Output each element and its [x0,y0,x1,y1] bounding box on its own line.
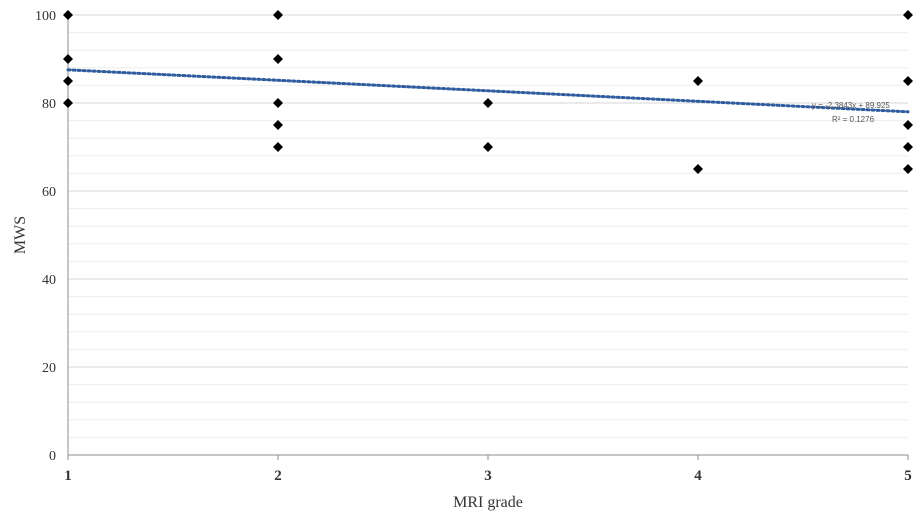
data-point [63,76,73,86]
data-point [483,98,493,108]
minor-gridlines [68,32,908,438]
data-point [903,76,913,86]
data-point [63,98,73,108]
trendline-group [66,68,910,114]
trendline-r-squared: R² = 0.1276 [832,115,875,124]
axes [67,15,909,460]
y-tick-label: 40 [42,273,56,288]
data-point [273,98,283,108]
x-tick-label: 3 [484,468,492,484]
x-tick-labels: 1 2 3 4 5 [64,468,912,484]
data-points [63,10,913,174]
y-tick-label: 80 [42,97,56,112]
trendline [66,68,910,114]
data-point [483,142,493,152]
data-point [273,120,283,130]
data-point [903,164,913,174]
data-point [693,164,703,174]
y-tick-label: 0 [49,449,56,464]
trendline-equation: y = -2.3843x + 89.925 [812,101,890,110]
data-point [63,10,73,20]
data-point [273,10,283,20]
y-tick-label: 100 [35,9,56,24]
x-tick-label: 4 [694,468,702,484]
x-tick-label: 2 [274,468,282,484]
x-tick-label: 1 [64,468,72,484]
data-point [273,54,283,64]
y-axis-title: MWS [12,216,29,254]
x-axis-title: MRI grade [453,494,523,511]
data-point [63,54,73,64]
x-tick-label: 5 [904,468,912,484]
data-point [903,142,913,152]
data-point [273,142,283,152]
major-gridlines [68,14,908,368]
data-point [693,76,703,86]
y-tick-labels: 0 20 40 60 80 100 [35,9,56,464]
data-point [903,10,913,20]
data-point [903,120,913,130]
y-tick-label: 20 [42,361,56,376]
y-tick-label: 60 [42,185,56,200]
